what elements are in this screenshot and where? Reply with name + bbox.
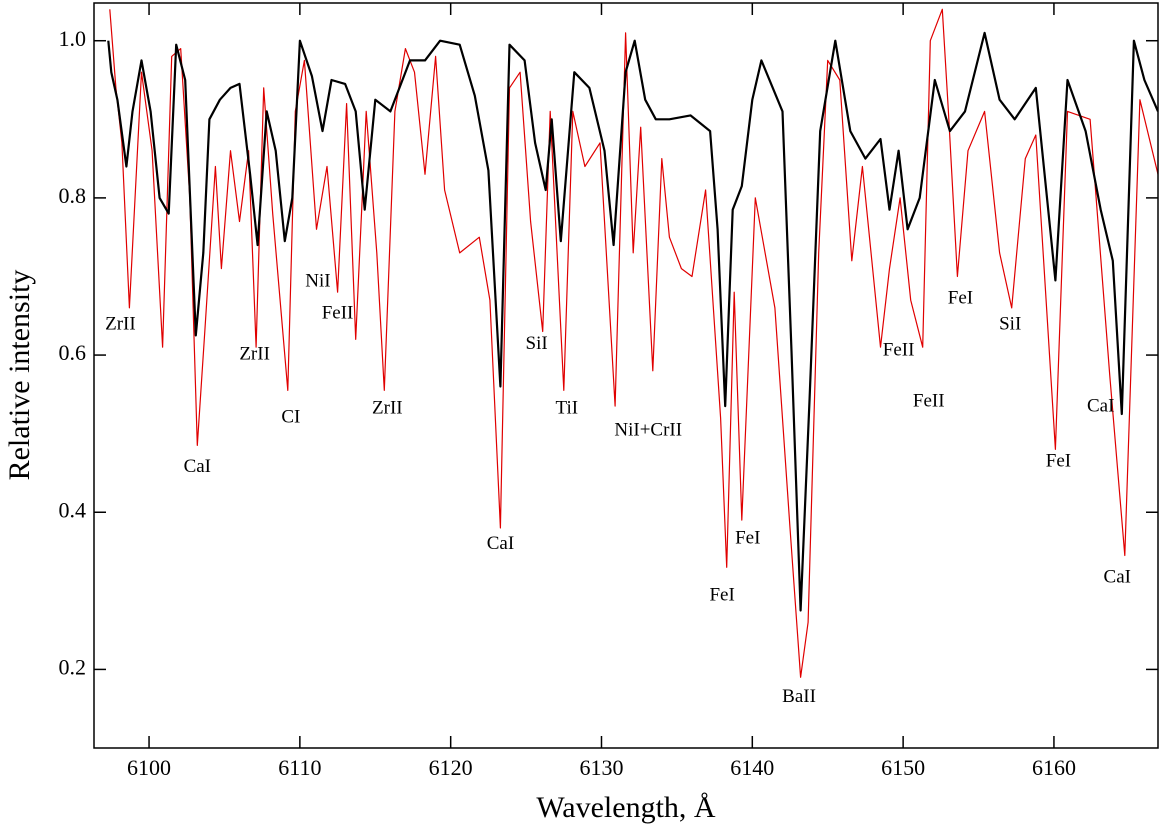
y-tick-label: 1.0 [59, 26, 87, 51]
line-label: FeII [883, 339, 915, 360]
x-tick-label: 6140 [730, 755, 774, 780]
line-label: NiI [305, 270, 330, 291]
line-label: CaI [184, 456, 211, 477]
line-label: FeI [709, 585, 734, 606]
y-tick-label: 0.4 [59, 497, 87, 522]
plot-frame [93, 2, 1159, 749]
x-tick-label: 6150 [881, 755, 925, 780]
line-label: CaI [1087, 395, 1114, 416]
line-label: NiI+CrII [614, 420, 682, 441]
line-label: FeI [735, 527, 760, 548]
line-label: SiI [526, 333, 548, 354]
line-label: CI [281, 406, 300, 427]
line-label: TiI [556, 398, 579, 419]
x-tick-label: 6110 [278, 755, 321, 780]
line-label: CaI [1104, 567, 1131, 588]
line-label: FeII [913, 391, 945, 412]
x-tick-label: 6160 [1032, 755, 1076, 780]
line-label: FeI [1046, 450, 1071, 471]
x-tick-label: 6130 [579, 755, 623, 780]
line-label: FeII [322, 303, 354, 324]
line-label: BaII [782, 686, 816, 707]
spectrum-line [109, 8, 1158, 678]
line-label: ZrII [105, 314, 136, 335]
x-tick-label: 6120 [429, 755, 473, 780]
y-tick-label: 0.2 [59, 654, 87, 679]
y-tick-label: 0.6 [59, 340, 87, 365]
line-label: ZrII [372, 398, 403, 419]
line-label: CaI [487, 533, 514, 554]
x-tick-label: 6100 [127, 755, 171, 780]
line-label: FeI [948, 288, 973, 309]
y-tick-label: 0.8 [59, 183, 87, 208]
line-label: ZrII [239, 343, 270, 364]
line-label: SiI [999, 314, 1021, 335]
x-axis-label: Wavelength, Å [536, 791, 716, 824]
spectrum-line [107, 31, 1158, 612]
y-axis-label: Relative intensity [3, 270, 36, 481]
